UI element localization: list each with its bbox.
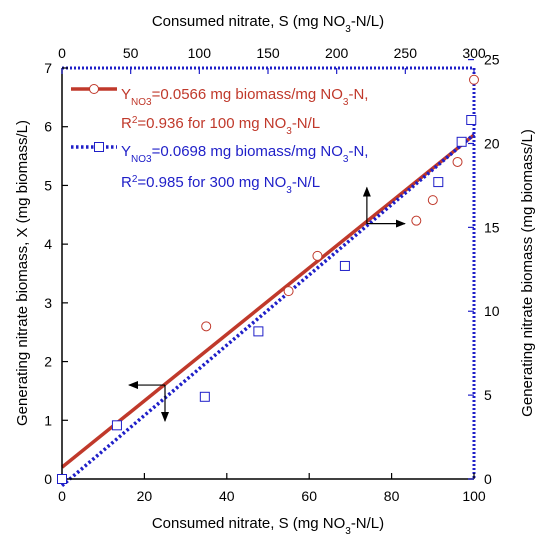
left-tick-label: 7 <box>44 60 52 76</box>
legend: YNO3=0.0566 mg biomass/mg NO3-N, R2=0.936… <box>71 84 368 196</box>
series-1-point <box>427 195 438 206</box>
bottom-tick-label: 40 <box>219 488 235 504</box>
top-tick-label: 50 <box>123 45 139 61</box>
series-1-point <box>283 286 294 297</box>
left-tick-label: 0 <box>44 471 52 487</box>
series-2-point <box>199 391 210 402</box>
series-2-point <box>433 177 444 188</box>
top-tick-label: 150 <box>256 45 280 61</box>
top-tick-label: 100 <box>188 45 212 61</box>
axis-titles: Consumed nitrate, S (mg NO3-N/L) Consumed… <box>14 13 536 537</box>
legend-r2-series-1: R2=0.936 for 100 mg NO3-N/L <box>121 115 320 137</box>
series-1-point <box>411 215 422 226</box>
right-tick-label: 5 <box>484 387 492 403</box>
left-axis-title: Generating nitrate biomass, X (mg biomas… <box>14 120 31 426</box>
left-tick-label: 2 <box>44 354 52 370</box>
series-2-point <box>339 260 350 271</box>
legend-marker-series-2 <box>94 142 104 152</box>
bottom-tick-label: 0 <box>58 488 66 504</box>
top-tick-label: 0 <box>58 45 66 61</box>
left-tick-label: 4 <box>44 236 52 252</box>
right-tick-label: 10 <box>484 303 500 319</box>
fit-line-series-2 <box>60 133 476 488</box>
top-tick-label: 200 <box>325 45 349 61</box>
series-1-point <box>201 321 212 332</box>
series-1-point <box>469 74 479 85</box>
bottom-axis-title: Consumed nitrate, S (mg NO3-N/L) <box>152 515 384 537</box>
bottom-tick-label: 100 <box>462 488 486 504</box>
top-tick-label: 250 <box>394 45 418 61</box>
top-tick-label: 300 <box>462 45 486 61</box>
legend-marker-series-1 <box>89 84 99 94</box>
right-tick-label: 15 <box>484 219 500 235</box>
right-tick-label: 20 <box>484 135 500 151</box>
right-axis-title: Generating nitrate biomass (mg biomass/L… <box>519 129 536 417</box>
fit-line-series-1 <box>60 133 476 469</box>
left-tick-label: 1 <box>44 412 52 428</box>
series-2-point <box>466 115 477 126</box>
left-tick-label: 5 <box>44 177 52 193</box>
legend-label-series-1: YNO3=0.0566 mg biomass/mg NO3-N, <box>121 86 368 108</box>
series-2-point <box>456 136 467 147</box>
left-tick-label: 6 <box>44 119 52 135</box>
left-tick-label: 3 <box>44 295 52 311</box>
series-1-point <box>312 250 323 261</box>
data-points <box>57 74 479 484</box>
bottom-tick-label: 20 <box>137 488 153 504</box>
bottom-tick-label: 80 <box>384 488 400 504</box>
legend-label-series-2: YNO3=0.0698 mg biomass/mg NO3-N, <box>121 143 368 165</box>
fit-lines <box>60 133 476 488</box>
top-axis-title: Consumed nitrate, S (mg NO3-N/L) <box>152 13 384 35</box>
annotation-arrows <box>128 186 406 423</box>
right-tick-label: 0 <box>484 471 492 487</box>
bottom-tick-label: 60 <box>301 488 317 504</box>
legend-r2-series-2: R2=0.985 for 300 mg NO3-N/L <box>121 174 320 196</box>
series-2-point <box>253 326 264 337</box>
series-2-point <box>57 474 67 484</box>
right-tick-label: 25 <box>484 52 500 68</box>
series-2-point <box>111 420 122 431</box>
series-1-point <box>452 156 463 167</box>
